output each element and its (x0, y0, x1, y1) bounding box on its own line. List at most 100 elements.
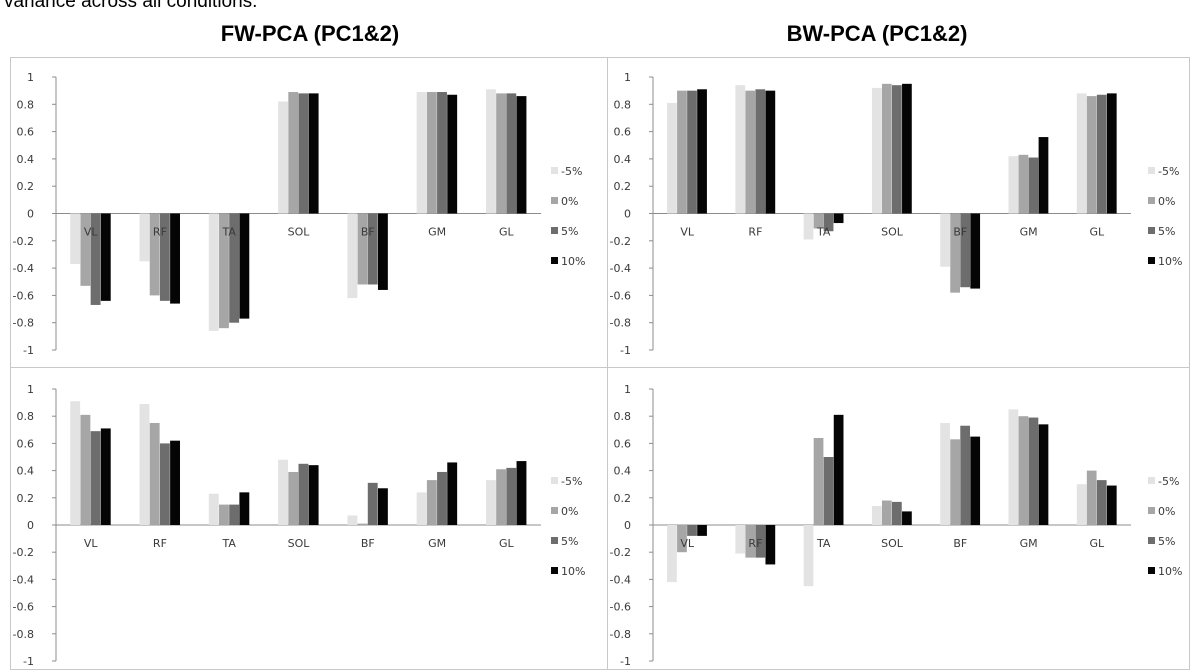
x-category-label: SOL (288, 537, 311, 550)
bar-gm--5pct (416, 92, 427, 214)
bar-vl-10pct (697, 525, 707, 536)
y-tick-label: 0.4 (17, 465, 35, 478)
bar-vl--5pct (667, 525, 677, 583)
y-tick-label: 1 (27, 383, 34, 396)
legend-label: 0% (561, 195, 578, 208)
legend-label: 0% (1158, 505, 1175, 518)
bar-rf-0pct (149, 213, 160, 296)
x-category-label: VL (84, 226, 99, 239)
chart-fw-top: 1 0.8 0.6 0.4 0.2 0 -0.2 -0.4 -0.6 -0.8 -1 VL RF TA SO… (13, 71, 586, 357)
bar-bf--5pct (347, 213, 358, 299)
bar-ta-10pct (239, 213, 250, 319)
legend-swatch-10pct (551, 257, 558, 264)
bar-bf-0pct (950, 439, 960, 525)
bar-gl--5pct (485, 480, 496, 525)
bar-gl-10pct (516, 461, 527, 525)
bar-ta--5pct (208, 493, 219, 525)
y-tick-label: 0.4 (614, 465, 632, 478)
bar-bf-0pct (357, 213, 368, 285)
chart-bw-bottom: 1 0.8 0.6 0.4 0.2 0 -0.2 -0.4 -0.6 -0.8 -1 VL RF TA SO… (610, 383, 1183, 668)
bar-gl-10pct (516, 96, 527, 214)
x-category-label: VL (84, 537, 99, 550)
bar-bf--5pct (940, 423, 950, 525)
x-category-label: SOL (288, 226, 311, 239)
legend-label: 5% (1158, 535, 1175, 548)
bar-vl-5pct (90, 431, 101, 525)
y-tick-label: -0.4 (610, 262, 631, 275)
legend-label: 0% (1158, 195, 1175, 208)
bar-bf--5pct (940, 213, 950, 267)
bar-ta-5pct (229, 504, 240, 525)
bar-sol-0pct (288, 92, 299, 214)
y-tick-label: 0.8 (17, 410, 35, 423)
bar-gl-5pct (1096, 94, 1107, 214)
bar-vl-5pct (687, 90, 697, 214)
bar-rf--5pct (139, 403, 150, 525)
bar-sol--5pct (278, 459, 289, 525)
legend-label: 5% (561, 225, 578, 238)
y-tick-label: -0.6 (13, 289, 34, 302)
x-category-label: SOL (881, 537, 904, 550)
bar-bf--5pct (347, 515, 358, 525)
bar-bf-5pct (960, 213, 971, 288)
legend-label: 10% (561, 565, 585, 578)
y-tick-label: -0.2 (13, 235, 34, 248)
bar-gl-0pct (496, 93, 507, 214)
bar-gm--5pct (1008, 409, 1019, 525)
bar-vl-0pct (80, 213, 91, 286)
y-tick-label: -0.2 (610, 546, 631, 559)
bar-gm--5pct (1008, 156, 1019, 214)
x-category-label: GL (499, 226, 515, 239)
bar-sol--5pct (871, 87, 882, 214)
legend-swatch-0pct (1148, 507, 1155, 514)
bar-ta-5pct (823, 213, 834, 232)
figure-caption: variance across all conditions. (4, 0, 258, 12)
y-tick-label: -1 (23, 344, 34, 357)
legend-label: -5% (1158, 475, 1179, 488)
bar-gl-5pct (1096, 480, 1107, 525)
legend-label: -5% (1158, 165, 1179, 178)
bar-ta-5pct (823, 457, 834, 525)
bar-gl--5pct (1076, 93, 1087, 214)
bar-vl-0pct (677, 525, 687, 553)
bar-sol-10pct (308, 465, 319, 525)
y-tick-label: -0.8 (610, 317, 631, 330)
x-category-label: GM (1020, 537, 1038, 550)
y-tick-label: 0.2 (17, 180, 35, 193)
bar-bf-10pct (377, 213, 388, 290)
legend-label: -5% (561, 165, 582, 178)
bar-vl-0pct (80, 414, 91, 525)
legend-label: 5% (561, 535, 578, 548)
bar-ta-0pct (813, 213, 824, 229)
bar-sol-10pct (308, 93, 319, 214)
legend-swatch-0pct (551, 507, 558, 514)
legend-swatch-10pct (1148, 257, 1155, 264)
bar-gm-0pct (1018, 416, 1029, 525)
legend-label: 10% (1158, 565, 1182, 578)
y-tick-label: -0.2 (13, 546, 34, 559)
x-category-label: GL (1090, 226, 1106, 239)
legend-label: -5% (561, 475, 582, 488)
y-tick-label: -0.8 (610, 628, 631, 641)
bar-rf-5pct (755, 89, 766, 214)
legend-swatch-5pct (1148, 537, 1155, 544)
legend-swatch--5pct (1148, 477, 1155, 484)
bar-gm--5pct (416, 492, 427, 525)
bar-sol-10pct (902, 511, 912, 525)
y-tick-label: 1 (624, 383, 631, 396)
bar-sol-0pct (881, 83, 892, 214)
chart-fw-bottom: 1 0.8 0.6 0.4 0.2 0 -0.2 -0.4 -0.6 -0.8 -1 VL RF TA SO… (13, 383, 586, 668)
bar-ta--5pct (208, 213, 219, 331)
bar-ta--5pct (803, 213, 814, 240)
x-category-label: VL (680, 537, 695, 550)
y-tick-label: 0.2 (614, 180, 632, 193)
bar-gm-10pct (1038, 137, 1049, 214)
y-tick-label: 1 (27, 71, 34, 84)
bar-rf-5pct (159, 213, 170, 301)
bar-gm-0pct (1018, 154, 1029, 214)
bar-gl-0pct (1086, 470, 1097, 525)
bar-bf-10pct (970, 436, 981, 525)
bar-gm-10pct (447, 94, 458, 214)
x-category-label: GM (428, 537, 446, 550)
y-tick-label: 0.2 (17, 492, 35, 505)
